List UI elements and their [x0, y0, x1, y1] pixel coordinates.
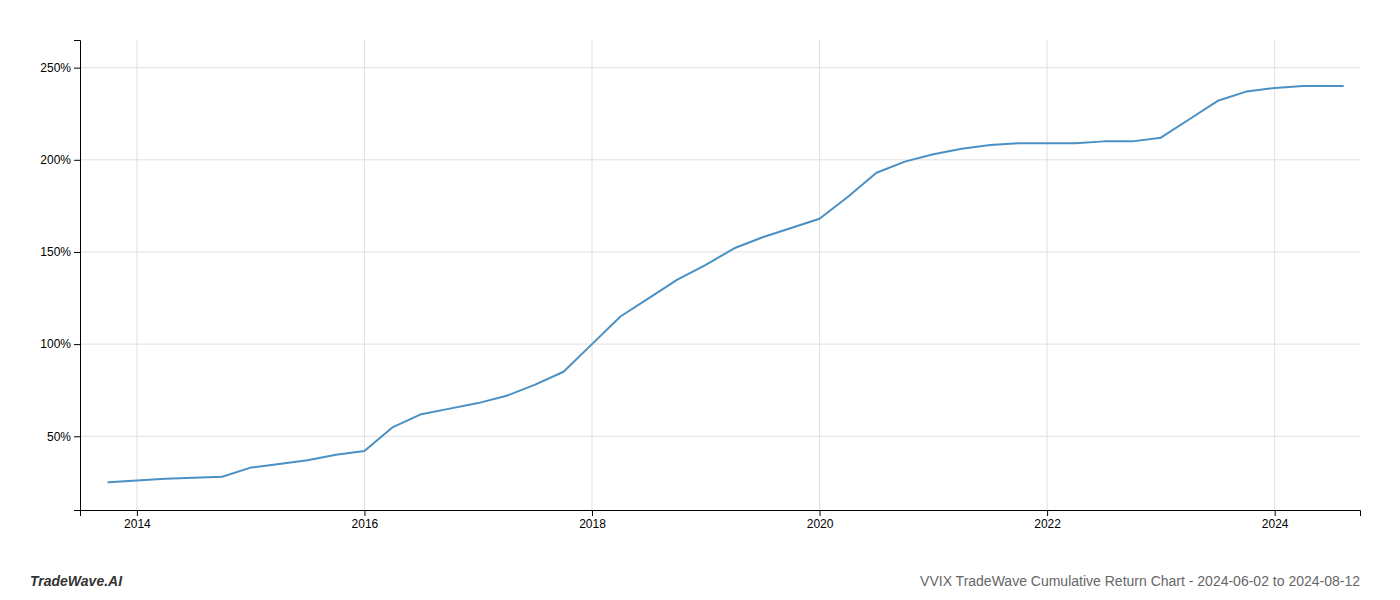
x-tick-label: 2020 [807, 517, 834, 531]
x-tick-label: 2014 [124, 517, 151, 531]
x-tick: 2016 [352, 510, 379, 531]
line [108, 86, 1342, 482]
y-tick-mark [74, 252, 80, 253]
y-axis: 50% 100% 150% 200% 250% [40, 41, 80, 511]
grid-line-x [136, 40, 137, 510]
x-tick-label: 2022 [1034, 517, 1061, 531]
y-tick: 50% [47, 430, 80, 444]
y-tick-label: 150% [40, 245, 71, 259]
grid [80, 40, 1360, 510]
y-tick: 150% [40, 245, 80, 259]
x-tick-label: 2016 [352, 517, 379, 531]
x-tick: 2022 [1034, 510, 1061, 531]
y-tick: 200% [40, 153, 80, 167]
y-tick-mark [74, 160, 80, 161]
y-tick-mark [74, 436, 80, 437]
x-tick-label: 2024 [1262, 517, 1289, 531]
grid-line-y [80, 436, 1360, 437]
grid-line-x [1047, 40, 1048, 510]
x-axis: 2014 2016 2018 2020 2022 2024 [81, 510, 1361, 531]
y-tick-mark [74, 68, 80, 69]
grid-line-x [592, 40, 593, 510]
grid-line-x [364, 40, 365, 510]
plot: 2014 2016 2018 2020 2022 2024 50% 100% 150% 200% 2… [40, 40, 1360, 531]
x-tick: 2014 [124, 510, 151, 531]
x-tick-mark [820, 510, 821, 516]
x-axis-line [81, 511, 1361, 517]
watermark: TradeWave.AI [30, 573, 123, 589]
y-tick-label: 50% [47, 430, 71, 444]
grid-line-y [80, 344, 1360, 345]
x-tick: 2018 [579, 510, 606, 531]
grid-line-x [819, 40, 820, 510]
y-tick: 100% [40, 337, 80, 351]
x-tick-mark [1047, 510, 1048, 516]
chart: 2014 2016 2018 2020 2022 2024 50% 100% 150% 200% 2… [0, 0, 1400, 600]
y-tick-label: 200% [40, 153, 71, 167]
y-tick-label: 250% [40, 61, 71, 75]
y-axis-line [74, 41, 81, 511]
x-tick: 2024 [1262, 510, 1289, 531]
x-tick-mark [1275, 510, 1276, 516]
grid-line-y [80, 251, 1360, 252]
y-tick-label: 100% [40, 337, 71, 351]
marks [108, 86, 1342, 482]
x-tick-label: 2018 [579, 517, 606, 531]
grid-line-y [80, 159, 1360, 160]
y-tick-mark [74, 344, 80, 345]
y-tick: 250% [40, 61, 80, 75]
grid-line-x [1274, 40, 1275, 510]
x-tick-mark [364, 510, 365, 516]
x-tick-mark [137, 510, 138, 516]
x-tick-mark [592, 510, 593, 516]
title: VVIX TradeWave Cumulative Return Chart -… [920, 573, 1360, 589]
grid-line-y [80, 67, 1360, 68]
x-tick: 2020 [807, 510, 834, 531]
